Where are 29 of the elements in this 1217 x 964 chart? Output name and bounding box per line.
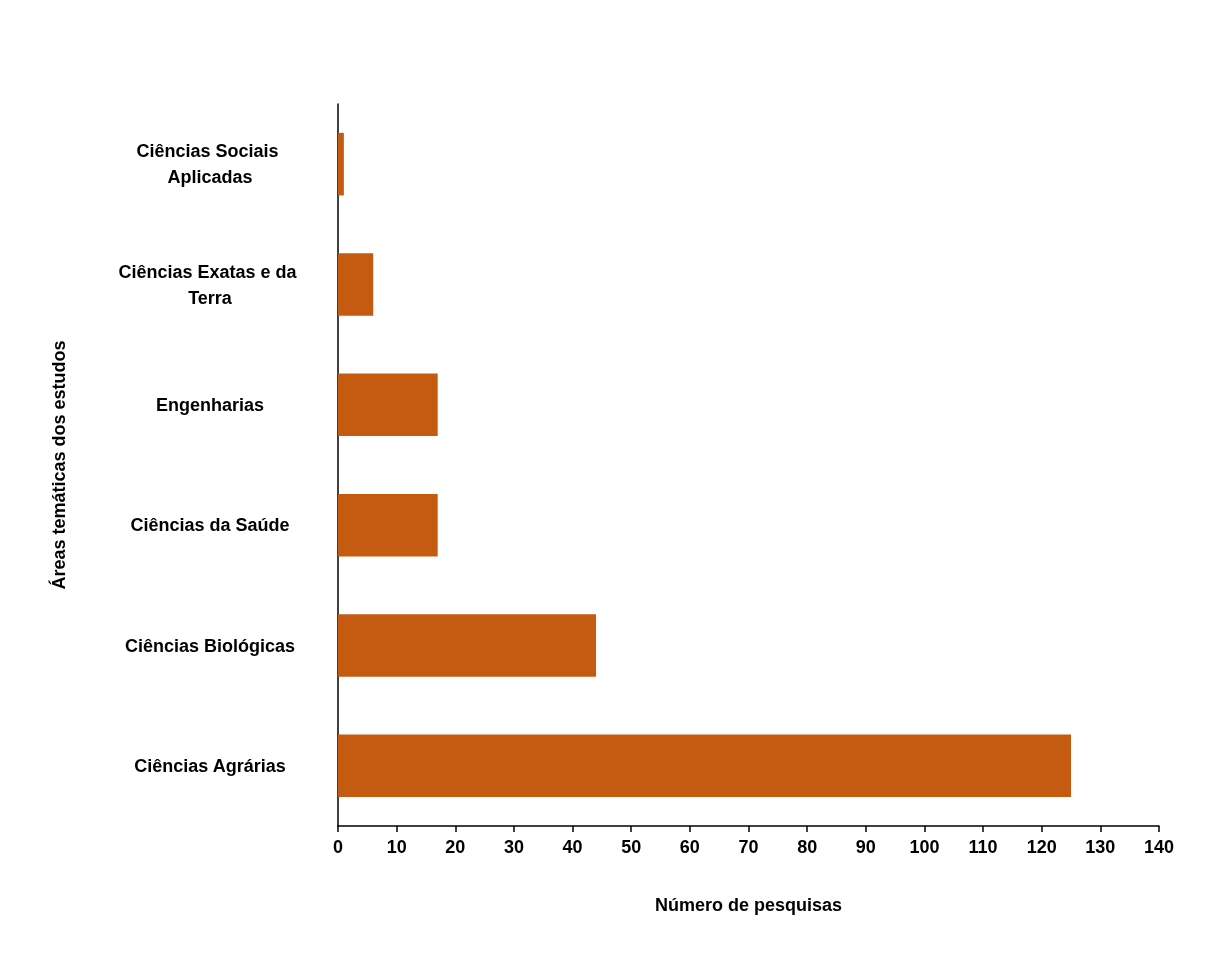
bar <box>338 253 374 316</box>
x-tick-label: 100 <box>909 837 940 857</box>
x-tick-label: 30 <box>503 837 524 857</box>
x-tick-label: 40 <box>562 837 583 857</box>
x-tick-label: 130 <box>1085 837 1116 857</box>
x-tick-label: 90 <box>855 837 876 857</box>
x-tick-label: 10 <box>386 837 407 857</box>
bar <box>338 373 438 437</box>
y-tick-label: Ciências Biológicas <box>124 635 296 656</box>
x-tick-label: 120 <box>1026 837 1057 857</box>
y-axis-title: Áreas temáticas dos estudos <box>48 340 69 590</box>
y-tick-label: Ciências Exatas e da Terra <box>118 261 302 308</box>
bar <box>338 614 597 677</box>
y-tick-label: Engenharias <box>155 394 265 415</box>
x-tick-label: 60 <box>679 837 700 857</box>
x-tick-label: 140 <box>1143 837 1175 857</box>
y-tick-label: Ciências Sociais Aplicadas <box>136 141 284 188</box>
x-tick-label: 70 <box>738 837 759 857</box>
x-tick-label: 80 <box>797 837 818 857</box>
x-tick-label: 20 <box>445 837 466 857</box>
y-tick-label: Ciências da Saúde <box>130 515 290 536</box>
y-tick-label: Ciências Agrárias <box>134 755 286 776</box>
x-tick-label: 110 <box>968 837 998 857</box>
bar <box>338 132 344 196</box>
x-axis-title: Número de pesquisas <box>654 895 843 915</box>
bar <box>338 493 438 557</box>
x-tick-label: 50 <box>621 837 642 857</box>
x-tick-label: 0 <box>332 837 344 857</box>
bar <box>338 734 1072 798</box>
